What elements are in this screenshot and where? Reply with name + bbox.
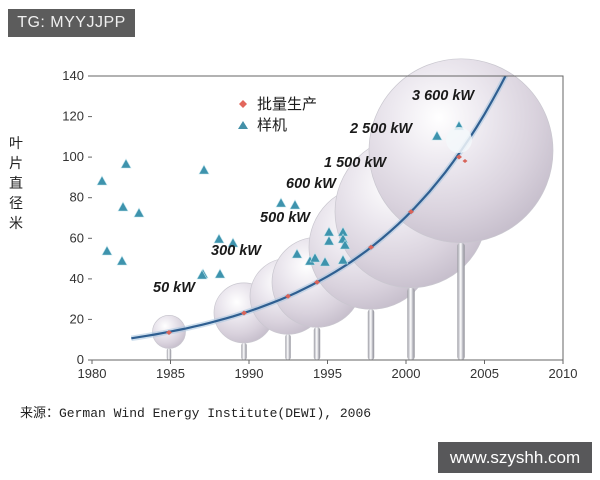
svg-text:1995: 1995 <box>313 366 342 381</box>
svg-text:80: 80 <box>70 190 84 205</box>
svg-text:2000: 2000 <box>392 366 421 381</box>
svg-text:2010: 2010 <box>549 366 578 381</box>
svg-text:100: 100 <box>62 149 84 164</box>
svg-text:2005: 2005 <box>470 366 499 381</box>
svg-text:140: 140 <box>62 68 84 83</box>
svg-text:40: 40 <box>70 271 84 286</box>
svg-text:1980: 1980 <box>78 366 107 381</box>
svg-text:20: 20 <box>70 311 84 326</box>
svg-text:120: 120 <box>62 109 84 124</box>
svg-text:1990: 1990 <box>235 366 264 381</box>
svg-text:60: 60 <box>70 230 84 245</box>
svg-text:0: 0 <box>77 352 84 367</box>
svg-text:1985: 1985 <box>156 366 185 381</box>
